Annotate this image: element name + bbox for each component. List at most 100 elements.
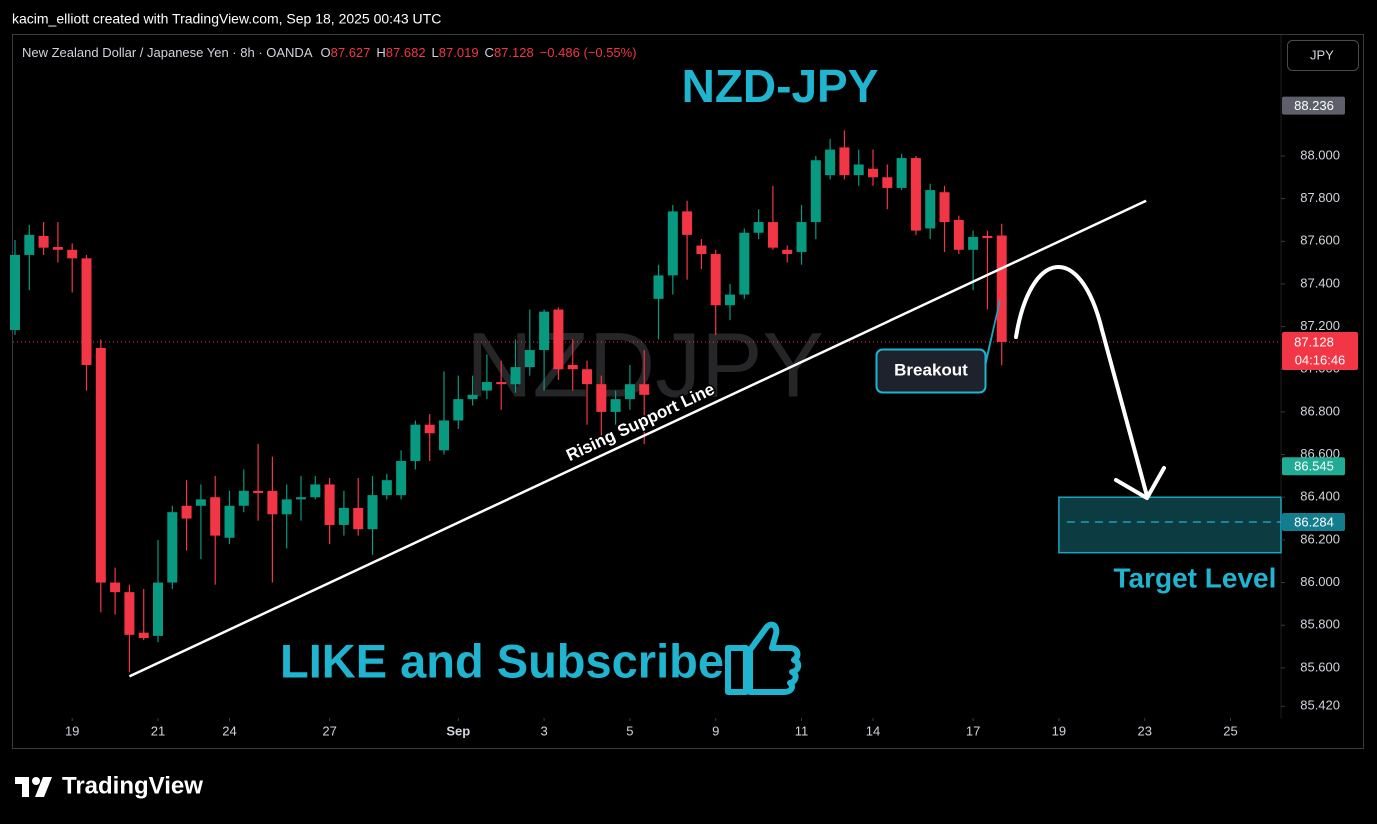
x-tick-label: 19: [1052, 723, 1066, 738]
candle-body: [767, 222, 778, 248]
candle-body: [167, 512, 178, 583]
forecast-arrow: [1014, 265, 1149, 498]
candle-body: [553, 309, 564, 370]
candle-body: [953, 219, 964, 250]
trendline: [128, 199, 1147, 678]
candle-body: [982, 235, 993, 239]
target-label: Target Level: [1114, 562, 1277, 593]
candle-body: [624, 384, 635, 400]
last-price-label: 87.128: [1294, 334, 1334, 349]
candle-body: [710, 254, 721, 306]
candle-body: [782, 249, 793, 255]
ohlc-value: 87.627: [331, 45, 371, 60]
candle-body: [81, 258, 92, 365]
y-tick-label: 88.000: [1300, 147, 1340, 162]
brand-logo: [15, 777, 52, 797]
candle-body: [296, 497, 307, 500]
y-tick-label: 87.600: [1300, 233, 1340, 248]
ohlc-key: C: [485, 45, 494, 60]
candle-body: [238, 490, 249, 506]
ohlc: O87.627 H87.682 L87.019 C87.128: [321, 45, 534, 60]
x-tick-label: 5: [626, 723, 633, 738]
candle-body: [610, 399, 621, 412]
callout-pointer: [983, 299, 1001, 373]
arrow-head: [1114, 466, 1166, 500]
candle-body: [439, 420, 450, 451]
breakout-label: Breakout: [894, 360, 968, 379]
x-tick-label: Sep: [446, 723, 470, 738]
candle-body: [367, 495, 378, 530]
candle-body: [338, 507, 349, 525]
candle-body: [353, 507, 364, 530]
candle-body: [481, 382, 492, 391]
candle-body: [467, 394, 478, 400]
candle-body: [839, 147, 850, 176]
price-marker-label: 88.236: [1294, 98, 1334, 113]
x-tick-label: 27: [322, 723, 336, 738]
y-tick-label: 87.200: [1300, 318, 1340, 333]
candle-body: [853, 164, 864, 176]
candle-body: [696, 245, 707, 255]
candle-body: [825, 149, 836, 176]
y-tick-label: 86.200: [1300, 531, 1340, 546]
y-tick-label: 86.600: [1300, 446, 1340, 461]
candle-body: [539, 311, 550, 351]
candle-body: [910, 158, 921, 231]
currency[interactable]: JPY: [1310, 47, 1334, 62]
candle-body: [596, 384, 607, 412]
candle-body: [796, 222, 807, 252]
candle-body: [896, 158, 907, 188]
brand: TradingView: [62, 772, 203, 799]
x-tick-label: 11: [795, 723, 809, 738]
candle-body: [424, 424, 435, 434]
candle-body: [582, 369, 593, 385]
candle-body: [996, 235, 1007, 342]
candle-body: [939, 192, 950, 223]
symbol: New Zealand Dollar / Japanese Yen · 8h ·…: [22, 45, 313, 60]
x-tick-label: 24: [222, 723, 236, 738]
currency-button[interactable]: [1287, 40, 1359, 71]
cta: LIKE and Subscribe: [280, 634, 724, 687]
candle-body: [138, 632, 149, 639]
candle-body: [38, 235, 49, 248]
candle-body: [310, 484, 321, 498]
watermark: NZDJPY: [466, 314, 824, 416]
candle-body: [381, 480, 392, 496]
ohlc-value: 87.128: [494, 45, 534, 60]
target-zone: [1058, 496, 1282, 554]
price-marker-label: 86.545: [1294, 459, 1334, 474]
x-tick-label: 21: [151, 723, 165, 738]
candle-body: [124, 592, 135, 635]
price-marker: [1282, 96, 1345, 115]
candle-body: [181, 505, 192, 519]
candle-body: [267, 490, 278, 515]
candle-body: [410, 424, 421, 461]
y-tick-label: 87.800: [1300, 190, 1340, 205]
candle-body: [510, 367, 521, 385]
title: NZD-JPY: [682, 60, 879, 112]
price-marker-label: 86.284: [1294, 514, 1334, 529]
candle-body: [396, 460, 407, 496]
candle-body: [882, 177, 893, 188]
y-tick-label: 86.800: [1300, 403, 1340, 418]
candle-body: [667, 211, 678, 276]
candle-body: [24, 234, 35, 255]
candle-body: [653, 275, 664, 299]
ohlc-key: O: [321, 45, 331, 60]
candle-body: [453, 399, 464, 421]
credit: kacim_elliott created with TradingView.c…: [12, 11, 441, 27]
candle-body: [10, 254, 21, 330]
callout-box: [875, 348, 987, 394]
candle-body: [324, 484, 335, 525]
thumbs-up-icon: [725, 621, 802, 695]
candle-body: [224, 505, 235, 538]
candle-body: [968, 236, 979, 250]
candle-body: [195, 499, 206, 506]
candle-body: [925, 190, 936, 229]
candle-body: [110, 582, 121, 593]
x-tick-label: 14: [866, 723, 880, 738]
candle-body: [567, 364, 578, 370]
candle-body: [868, 168, 879, 178]
ohlc-key: H: [376, 45, 385, 60]
last-price-marker: [1282, 331, 1358, 370]
